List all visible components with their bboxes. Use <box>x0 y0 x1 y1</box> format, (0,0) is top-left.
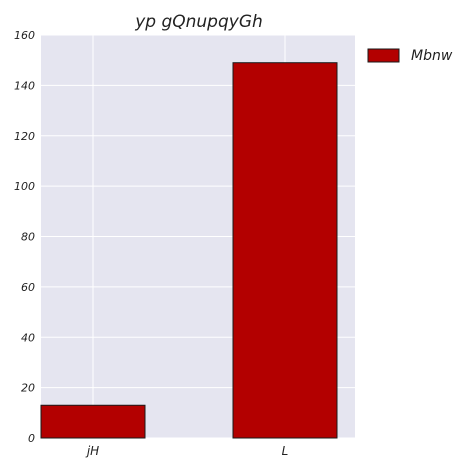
x-tick-label: L <box>282 444 289 458</box>
bar <box>40 404 146 439</box>
y-tick-label: 100 <box>14 180 35 193</box>
y-tick-label: 60 <box>21 281 35 294</box>
x-tick-label: jH <box>85 444 99 458</box>
legend-swatch <box>367 48 400 63</box>
y-tick-label: 160 <box>14 29 35 42</box>
legend: Mbnw <box>367 48 453 64</box>
y-tick-label: 40 <box>21 331 35 344</box>
y-tick-label: 120 <box>14 130 35 143</box>
legend-label: Mbnw <box>411 48 453 64</box>
y-tick-label: 140 <box>14 79 35 92</box>
y-tick-label: 0 <box>28 432 35 445</box>
y-tick-label: 80 <box>21 231 35 244</box>
chart-title: yp gQnupqyGh <box>134 12 263 32</box>
y-tick-label: 20 <box>21 382 35 395</box>
bar <box>232 62 338 439</box>
